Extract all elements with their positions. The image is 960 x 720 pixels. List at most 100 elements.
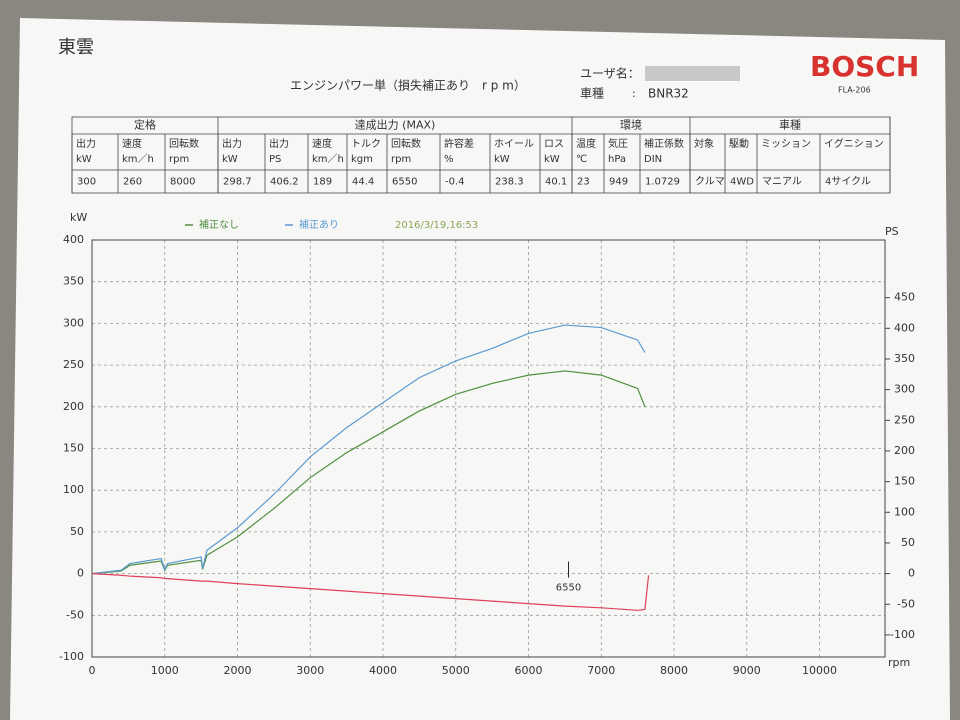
cell-value: 8000 xyxy=(170,177,195,188)
x-tick-label: 3000 xyxy=(296,664,324,677)
brand-code: FLA-206 xyxy=(838,86,871,95)
title: エンジンパワー単（損失補正あり r p m） xyxy=(290,78,526,93)
group-header: 車種 xyxy=(779,118,801,132)
cell-value: 238.3 xyxy=(495,177,524,188)
y-tick-label: 350 xyxy=(63,275,84,288)
column-header: 出力 xyxy=(76,137,96,150)
group-header: 達成出力 (MAX) xyxy=(355,118,436,132)
model-label: 車種 xyxy=(580,87,604,101)
column-header: rpm xyxy=(169,154,189,165)
column-header: kgm xyxy=(351,154,373,165)
series-line xyxy=(91,324,646,575)
cell-value: 406.2 xyxy=(270,177,299,188)
plot-frame xyxy=(91,239,886,658)
y-tick-label: 400 xyxy=(63,233,84,246)
cell-value: 23 xyxy=(577,177,590,188)
x-tick-label: 0 xyxy=(89,664,96,677)
cell-value: 260 xyxy=(123,177,142,188)
legend-label: 補正なし xyxy=(199,218,239,231)
y2-tick-label: 100 xyxy=(894,505,915,518)
y-tick-label: 300 xyxy=(63,316,84,329)
cell-value: 6550 xyxy=(392,177,417,188)
y-tick-label: 50 xyxy=(70,525,84,538)
column-header: 補正係数 xyxy=(644,137,684,150)
column-header: kW xyxy=(222,154,238,165)
model: BNR32 xyxy=(648,87,689,101)
y-tick-label: 150 xyxy=(63,442,84,455)
y2-tick-label: 200 xyxy=(894,444,915,457)
y2-tick-label: -100 xyxy=(890,628,915,641)
column-header: 回転数 xyxy=(391,137,421,150)
y2-tick-label: -50 xyxy=(897,597,915,610)
y-axis-label: kW xyxy=(70,211,87,224)
column-header: 速度 xyxy=(312,137,332,150)
group-header: 環境 xyxy=(620,118,642,132)
column-header: 駆動 xyxy=(729,137,749,150)
column-header: ホイール xyxy=(494,138,534,150)
y-tick-label: 100 xyxy=(63,483,84,496)
column-header: 回転数 xyxy=(169,137,199,150)
model-sep: : xyxy=(632,87,636,100)
user-label: ユーザ名： xyxy=(580,66,640,81)
peak-label: 6550 xyxy=(556,583,581,594)
y2-tick-label: 50 xyxy=(901,536,915,549)
column-header: 許容差 xyxy=(444,137,474,150)
y2-tick-label: 300 xyxy=(894,383,915,396)
column-header: トルク xyxy=(351,138,381,150)
brand: BOSCH xyxy=(810,50,919,83)
x-tick-label: 10000 xyxy=(802,664,837,677)
column-header: イグニション xyxy=(824,137,884,150)
date: 2016/3/19,16:53 xyxy=(395,220,478,231)
cell-value: 40.1 xyxy=(545,177,567,188)
x-tick-label: 8000 xyxy=(660,664,688,677)
column-header: 出力 xyxy=(222,137,242,150)
y2-tick-label: 0 xyxy=(908,567,915,580)
x-tick-label: 1000 xyxy=(151,664,179,677)
cell-value: 4WD xyxy=(730,177,754,188)
x-tick-label: 2000 xyxy=(224,664,252,677)
y2-axis-label: PS xyxy=(885,225,899,238)
cell-value: 4サイクル xyxy=(825,176,871,188)
x-axis-label: rpm xyxy=(888,656,910,669)
series-line xyxy=(91,573,650,611)
column-header: % xyxy=(444,154,454,165)
column-header: hPa xyxy=(608,154,626,165)
y2-tick-label: 400 xyxy=(894,321,915,334)
cell-value: -0.4 xyxy=(445,177,465,188)
company: 東雲 xyxy=(58,37,94,58)
column-header: kW xyxy=(544,154,560,165)
y-tick-label: 0 xyxy=(77,567,84,580)
column-header: kW xyxy=(76,154,92,165)
cell-value: 298.7 xyxy=(223,177,252,188)
column-header: 対象 xyxy=(694,137,714,150)
column-header: km／h xyxy=(312,153,344,165)
y-tick-label: -100 xyxy=(59,650,84,663)
x-tick-label: 5000 xyxy=(442,664,470,677)
column-header: DIN xyxy=(644,154,662,165)
paper xyxy=(10,18,950,720)
redacted-user xyxy=(645,66,740,81)
x-tick-label: 7000 xyxy=(587,664,615,677)
cell-value: 949 xyxy=(609,177,628,188)
column-header: ミッション xyxy=(761,139,811,150)
y2-tick-label: 250 xyxy=(894,413,915,426)
group-header: 定格 xyxy=(134,118,156,132)
column-header: 温度 xyxy=(576,137,596,150)
cell-value: 189 xyxy=(313,177,332,188)
cell-value: マニアル xyxy=(762,177,802,188)
legend-label: 補正あり xyxy=(299,218,339,231)
y-tick-label: 250 xyxy=(63,358,84,371)
column-header: ロス xyxy=(544,139,564,150)
x-tick-label: 6000 xyxy=(515,664,543,677)
column-header: 出力 xyxy=(269,137,289,150)
column-header: PS xyxy=(269,154,281,165)
cell-value: 1.0729 xyxy=(645,177,680,188)
y-tick-label: -50 xyxy=(66,608,84,621)
x-tick-label: 9000 xyxy=(733,664,761,677)
y-tick-label: 200 xyxy=(63,400,84,413)
column-header: kW xyxy=(494,154,510,165)
y2-tick-label: 150 xyxy=(894,475,915,488)
column-header: km／h xyxy=(122,153,154,165)
